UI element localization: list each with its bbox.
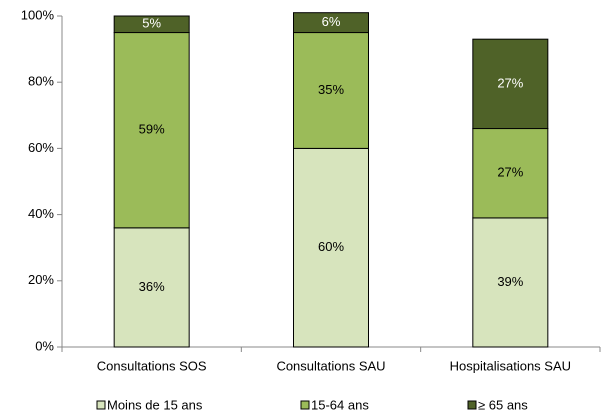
legend-swatch (467, 400, 477, 410)
bar-segment (472, 128, 549, 219)
bar-segment (113, 227, 190, 348)
legend-swatch (96, 400, 106, 410)
x-tick-label: Consultations SAU (276, 358, 385, 373)
y-tick-label: 100% (21, 7, 55, 22)
x-tick-label: Consultations SOS (97, 358, 207, 373)
bar-segment (113, 32, 190, 229)
y-tick-label: 0% (35, 338, 54, 353)
y-tick-label: 80% (28, 74, 54, 89)
y-tick-label: 40% (28, 206, 54, 221)
value-label: 59% (139, 122, 165, 137)
value-label: 36% (139, 279, 165, 294)
value-label: 39% (497, 274, 523, 289)
value-label: 60% (318, 239, 344, 254)
x-tick-label: Hospitalisations SAU (450, 358, 571, 373)
y-tick-label: 60% (28, 140, 54, 155)
value-label: 27% (497, 165, 523, 180)
legend-label: ≥ 65 ans (478, 397, 528, 412)
legend-label: 15-64 ans (311, 397, 369, 412)
value-label: 6% (322, 14, 341, 29)
value-label: 27% (497, 75, 523, 90)
value-label: 5% (142, 16, 161, 31)
legend-label: Moins de 15 ans (107, 397, 203, 412)
bar-segment (113, 15, 190, 34)
bar-segment (293, 147, 369, 348)
legend-swatch (300, 400, 310, 410)
bar-segment (293, 32, 369, 149)
value-label: 35% (318, 82, 344, 97)
y-tick-label: 20% (28, 272, 54, 287)
bar-segment (472, 217, 549, 348)
bar-segment (472, 38, 549, 130)
bar-segment (293, 12, 369, 34)
